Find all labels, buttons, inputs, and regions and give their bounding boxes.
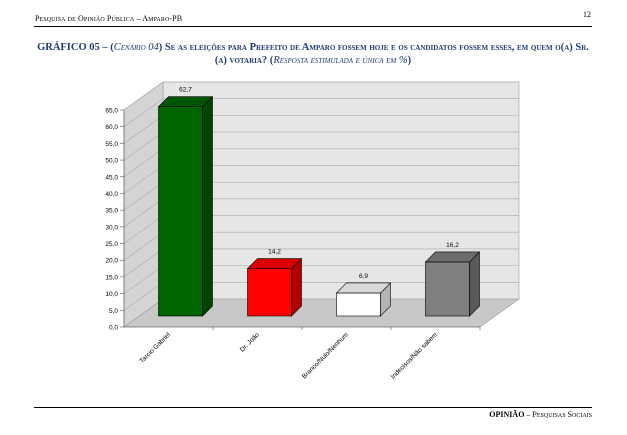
data-label: 14,2 [268, 249, 281, 256]
y-tick-label: 10,0 [105, 291, 118, 298]
title-scenario: Cenário 04 [113, 42, 159, 53]
y-tick-label: 25,0 [105, 241, 118, 248]
bar [424, 251, 481, 317]
y-tick-label: 45,0 [105, 174, 118, 181]
bar-front [336, 292, 381, 317]
y-tick-label: 0,0 [109, 325, 118, 332]
y-tick-label: 5,0 [109, 308, 118, 315]
title-prefix: GRÁFICO 05 – ( [37, 42, 114, 53]
header-divider [34, 26, 592, 27]
data-label: 16,2 [446, 242, 459, 249]
title-note: Resposta estimulada e única em % [273, 55, 408, 66]
bar-top [157, 96, 214, 107]
y-tick-label: 30,0 [105, 224, 118, 231]
bar-side [469, 251, 480, 317]
title-question: ) Se as eleições para Prefeito de Amparo… [158, 42, 589, 66]
footer-credit: OPINIÃO – Pesquisas Sociais [489, 410, 592, 419]
data-label: 62,7 [179, 87, 192, 94]
y-tick-label: 35,0 [105, 208, 118, 215]
y-tick-label: 55,0 [105, 141, 118, 148]
footer-rest: – Pesquisas Sociais [524, 410, 592, 419]
bar [157, 95, 214, 317]
y-tick-label: 40,0 [105, 191, 118, 198]
bar-front [158, 106, 203, 317]
bar-top [424, 251, 481, 263]
bar-side [202, 95, 213, 317]
chart-title: GRÁFICO 05 – (Cenário 04) Se as eleições… [34, 41, 592, 67]
bar-top [246, 258, 303, 269]
category-label: Tarcio Gabriel [139, 331, 173, 365]
bar-front [425, 261, 470, 317]
bar [246, 257, 303, 317]
y-tick-label: 20,0 [105, 258, 118, 265]
y-tick-label: 50,0 [105, 158, 118, 165]
bar [335, 282, 392, 317]
category-label: Indecisos/Não sabem [390, 331, 439, 380]
y-tick-label: 65,0 [105, 108, 118, 115]
chart-side-wall [123, 81, 164, 328]
data-label: 6,9 [359, 273, 368, 280]
gridline [123, 81, 519, 111]
bar-top [335, 282, 392, 294]
footer-divider [34, 407, 592, 408]
category-label: Dr. João [239, 331, 261, 353]
y-tick-label: 60,0 [105, 124, 118, 131]
page-number: 12 [583, 10, 591, 19]
footer-brand: OPINIÃO [489, 410, 525, 419]
bar-chart: 0,0 5,0 10,0 15,0 20,0 25,0 30,0 35,0 40,0 45,0 50… [105, 81, 520, 381]
category-label: Branco/Nulo/Nenhum [301, 331, 350, 380]
y-tick-label: 15,0 [105, 274, 118, 281]
bar-front [247, 268, 292, 317]
title-suffix: ) [407, 55, 412, 66]
report-header: Pesquisa de Opinião Pública – Amparo-PB [35, 14, 183, 23]
gridline [123, 98, 519, 127]
